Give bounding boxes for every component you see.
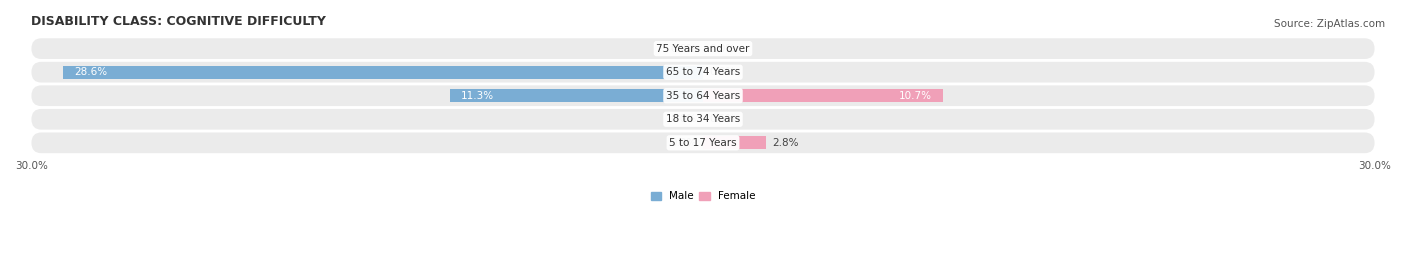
Bar — [703, 89, 942, 102]
Text: 18 to 34 Years: 18 to 34 Years — [666, 114, 740, 124]
Text: 0.0%: 0.0% — [671, 114, 696, 124]
Text: 65 to 74 Years: 65 to 74 Years — [666, 67, 740, 77]
Legend: Male, Female: Male, Female — [647, 187, 759, 205]
Text: Source: ZipAtlas.com: Source: ZipAtlas.com — [1274, 19, 1385, 29]
FancyBboxPatch shape — [31, 109, 1375, 130]
Bar — [703, 136, 766, 149]
FancyBboxPatch shape — [31, 62, 1375, 83]
Text: 11.3%: 11.3% — [461, 91, 495, 101]
Bar — [63, 66, 703, 79]
Text: 0.0%: 0.0% — [710, 44, 735, 54]
Text: 28.6%: 28.6% — [75, 67, 107, 77]
Text: 5 to 17 Years: 5 to 17 Years — [669, 138, 737, 148]
Text: 2.8%: 2.8% — [772, 138, 799, 148]
FancyBboxPatch shape — [31, 132, 1375, 153]
Bar — [450, 89, 703, 102]
Text: 0.0%: 0.0% — [710, 114, 735, 124]
FancyBboxPatch shape — [31, 85, 1375, 106]
Text: 0.0%: 0.0% — [710, 67, 735, 77]
Text: 35 to 64 Years: 35 to 64 Years — [666, 91, 740, 101]
Text: 0.0%: 0.0% — [671, 44, 696, 54]
FancyBboxPatch shape — [31, 38, 1375, 59]
Text: 75 Years and over: 75 Years and over — [657, 44, 749, 54]
Text: DISABILITY CLASS: COGNITIVE DIFFICULTY: DISABILITY CLASS: COGNITIVE DIFFICULTY — [31, 15, 326, 28]
Text: 10.7%: 10.7% — [898, 91, 931, 101]
Text: 0.0%: 0.0% — [671, 138, 696, 148]
